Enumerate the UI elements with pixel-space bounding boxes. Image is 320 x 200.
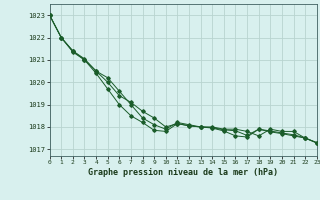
X-axis label: Graphe pression niveau de la mer (hPa): Graphe pression niveau de la mer (hPa) (88, 168, 278, 177)
